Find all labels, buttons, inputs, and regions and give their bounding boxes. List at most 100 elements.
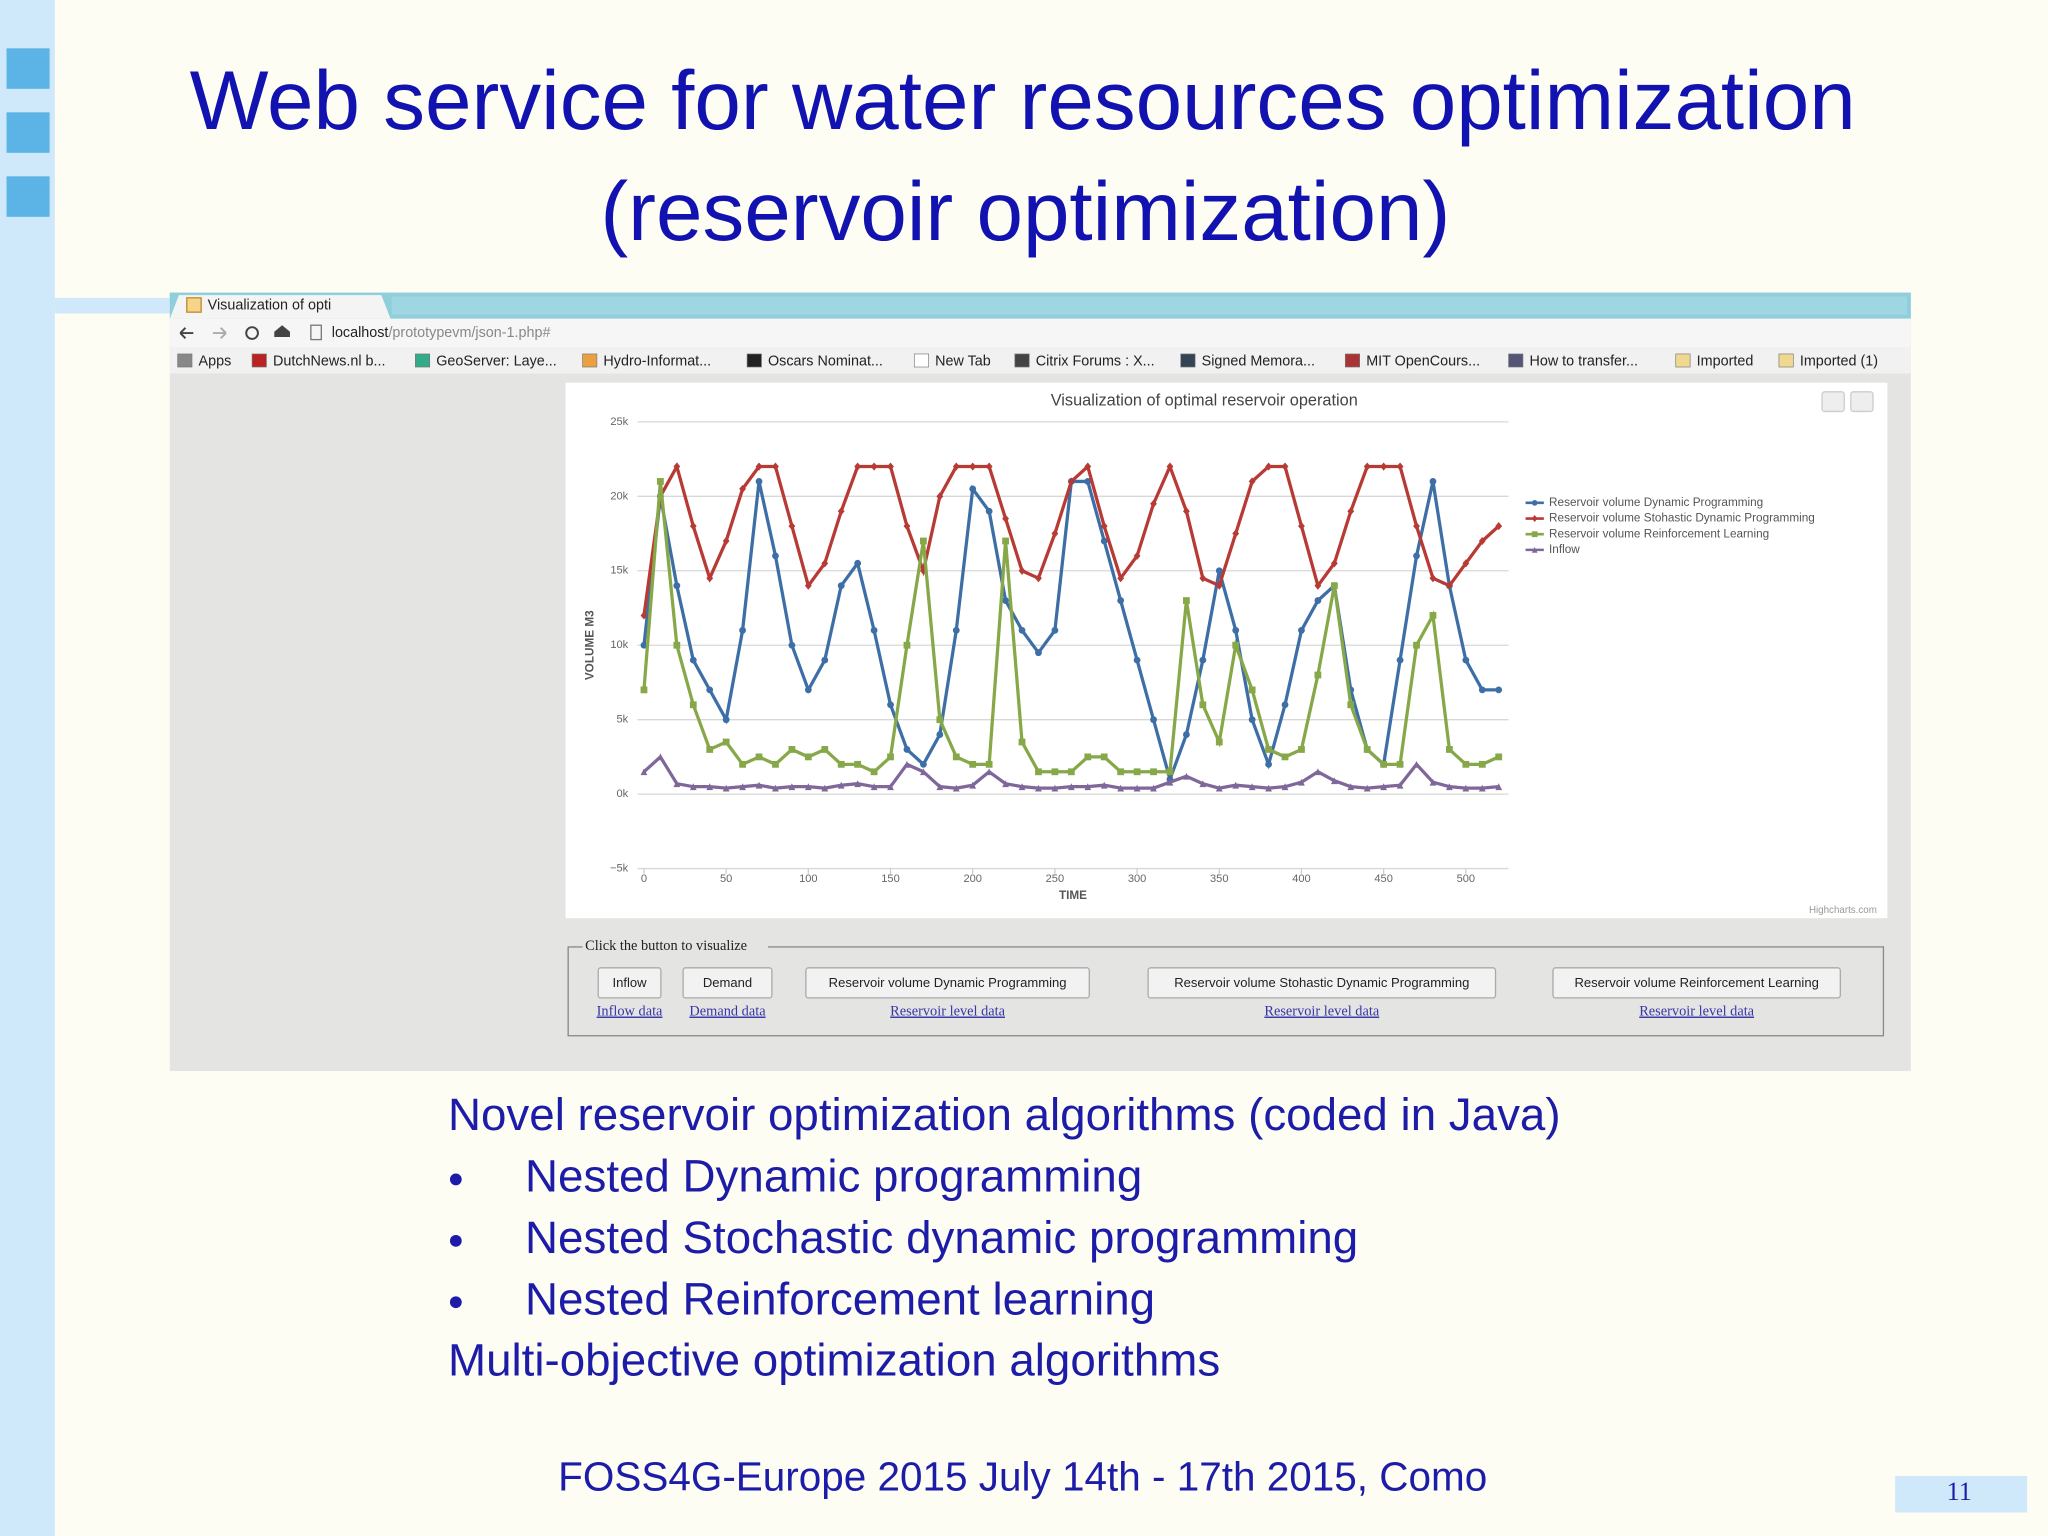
data-link[interactable]: Reservoir level data	[1264, 1004, 1379, 1020]
data-point	[887, 783, 894, 791]
data-point	[657, 753, 664, 761]
data-point	[870, 768, 878, 776]
series	[640, 478, 1503, 776]
data-point	[1232, 781, 1240, 789]
data-link[interactable]: Reservoir level data	[1639, 1004, 1754, 1020]
y-tick-label: 5k	[617, 714, 629, 726]
data-point	[1100, 781, 1108, 789]
data-point	[870, 783, 878, 791]
button-label[interactable]: Inflow	[613, 975, 648, 990]
data-point	[1183, 507, 1190, 516]
data-point	[1035, 574, 1042, 583]
button-label[interactable]: Reservoir volume Reinforcement Learning	[1574, 975, 1818, 990]
button-label[interactable]: Reservoir volume Dynamic Programming	[829, 975, 1067, 990]
legend-item[interactable]: Reservoir volume Dynamic Programming	[1549, 496, 1763, 509]
data-point	[1018, 566, 1026, 575]
data-point	[1413, 522, 1420, 531]
legend-marker	[1531, 499, 1538, 506]
bookmark[interactable]: Imported	[1697, 354, 1754, 370]
print-button[interactable]	[1821, 391, 1845, 413]
x-tick-label: 350	[1210, 873, 1229, 885]
x-axis-title: TIME	[1059, 889, 1087, 902]
y-tick-label: 0k	[617, 788, 629, 800]
data-point	[640, 686, 648, 694]
url[interactable]: localhost/prototypevm/json-1.php#	[332, 325, 551, 341]
x-tick-label: 500	[1457, 873, 1476, 885]
bookmark[interactable]: Hydro-Informat...	[603, 354, 711, 370]
legend-item[interactable]: Reservoir volume Stohastic Dynamic Progr…	[1549, 512, 1815, 525]
slide-title: Web service for water resources optimiza…	[190, 53, 1856, 147]
data-point	[1199, 574, 1207, 583]
data-point	[1215, 581, 1223, 590]
button-label[interactable]: Reservoir volume Stohastic Dynamic Progr…	[1174, 975, 1469, 990]
button[interactable]	[805, 967, 1090, 999]
data-point	[722, 536, 730, 546]
x-tick-label: 200	[963, 873, 982, 885]
bookmark[interactable]: GeoServer: Laye...	[436, 354, 557, 370]
bookmark[interactable]: How to transfer...	[1529, 354, 1638, 370]
home-button[interactable]	[274, 325, 290, 337]
data-link[interactable]: Demand data	[689, 1004, 766, 1020]
data-point	[788, 783, 796, 791]
data-point	[952, 626, 960, 634]
bookmark[interactable]: New Tab	[935, 354, 991, 370]
button-label[interactable]: Demand	[703, 975, 752, 990]
bookmark[interactable]: Oscars Nominat...	[768, 354, 883, 370]
x-tick-label: 50	[720, 873, 732, 885]
data-point	[1363, 784, 1371, 792]
forward-button[interactable]	[212, 327, 227, 339]
tab-icon	[186, 297, 202, 313]
data-point	[1396, 760, 1404, 768]
data-point	[837, 760, 845, 768]
url-path: /prototypevm/json-1.php#	[388, 325, 550, 341]
data-point	[1495, 686, 1503, 694]
page-number: 11	[1947, 1477, 1972, 1506]
data-point	[1166, 778, 1174, 786]
back-button[interactable]	[179, 327, 194, 339]
legend-item[interactable]: Reservoir volume Reinforcement Learning	[1549, 527, 1769, 540]
bookmark[interactable]: MIT OpenCours...	[1366, 354, 1480, 370]
tab-title[interactable]: Visualization of opti	[208, 297, 331, 313]
export-button[interactable]	[1850, 391, 1874, 413]
data-point	[1002, 537, 1009, 545]
bookmark[interactable]: Imported (1)	[1800, 354, 1878, 370]
x-tick-label: 300	[1128, 873, 1147, 885]
deco-square	[6, 176, 50, 217]
controls-fieldset	[567, 946, 1885, 1037]
button[interactable]	[1147, 967, 1497, 999]
data-point	[1248, 783, 1256, 791]
button[interactable]	[597, 967, 662, 999]
bookmark[interactable]: Signed Memora...	[1202, 354, 1315, 370]
data-point	[1035, 768, 1042, 776]
data-point	[1150, 784, 1157, 792]
data-point	[821, 559, 829, 568]
active-tab[interactable]	[169, 295, 391, 319]
bookmark[interactable]: Citrix Forums : X...	[1036, 354, 1155, 370]
y-tick-label: 20k	[610, 490, 628, 502]
button[interactable]	[682, 967, 773, 999]
data-point	[1330, 559, 1338, 568]
data-point	[673, 641, 681, 649]
data-point	[1117, 784, 1125, 792]
bookmark[interactable]: Apps	[199, 354, 232, 370]
button[interactable]	[1552, 967, 1841, 999]
legend-item[interactable]: Inflow	[1549, 543, 1580, 556]
data-point	[706, 746, 714, 753]
data-point	[969, 462, 977, 471]
bullet	[449, 1296, 462, 1309]
reload-button[interactable]	[245, 326, 259, 340]
data-link[interactable]: Reservoir level data	[890, 1004, 1005, 1020]
data-link[interactable]: Inflow data	[597, 1004, 663, 1020]
data-point	[706, 574, 714, 583]
data-point	[788, 746, 796, 753]
data-point	[985, 768, 993, 776]
bookmark-icon	[1508, 353, 1524, 368]
bookmark[interactable]: DutchNews.nl b...	[273, 354, 386, 370]
data-point	[1133, 784, 1141, 792]
data-point	[1396, 781, 1404, 789]
data-point	[673, 582, 681, 590]
data-point	[887, 701, 894, 709]
data-point	[1183, 772, 1190, 780]
data-point	[821, 784, 829, 792]
data-point	[804, 581, 812, 590]
